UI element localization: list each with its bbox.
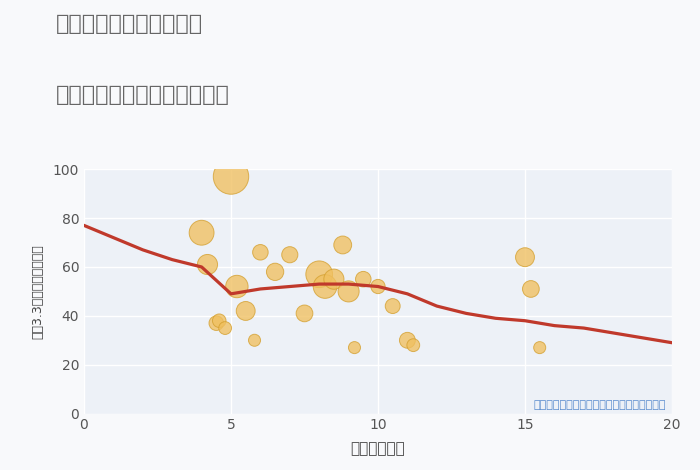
Point — [319, 283, 330, 290]
Point — [249, 337, 260, 344]
Point — [202, 261, 213, 268]
Point — [270, 268, 281, 275]
Point — [402, 337, 413, 344]
Point — [211, 320, 222, 327]
Point — [196, 229, 207, 236]
Text: 円の大きさは、取引のあった物件面積を示す: 円の大きさは、取引のあった物件面積を示す — [533, 400, 666, 410]
Point — [519, 253, 531, 261]
X-axis label: 駅距離（分）: 駅距離（分） — [351, 441, 405, 456]
Point — [328, 275, 339, 283]
Point — [534, 344, 545, 352]
Point — [358, 275, 369, 283]
Point — [231, 283, 242, 290]
Point — [240, 307, 251, 315]
Point — [387, 302, 398, 310]
Point — [299, 310, 310, 317]
Point — [337, 241, 349, 249]
Point — [225, 173, 237, 180]
Y-axis label: 坪（3.3㎡）単価（万円）: 坪（3.3㎡）単価（万円） — [32, 244, 44, 339]
Point — [349, 344, 360, 352]
Point — [284, 251, 295, 258]
Point — [343, 288, 354, 295]
Point — [214, 317, 225, 324]
Point — [407, 341, 419, 349]
Point — [314, 271, 325, 278]
Text: 愛知県瀬戸市西本地町の: 愛知県瀬戸市西本地町の — [56, 14, 203, 34]
Point — [220, 324, 231, 332]
Point — [525, 285, 536, 293]
Point — [372, 283, 384, 290]
Text: 駅距離別中古マンション価格: 駅距離別中古マンション価格 — [56, 85, 230, 105]
Point — [255, 249, 266, 256]
